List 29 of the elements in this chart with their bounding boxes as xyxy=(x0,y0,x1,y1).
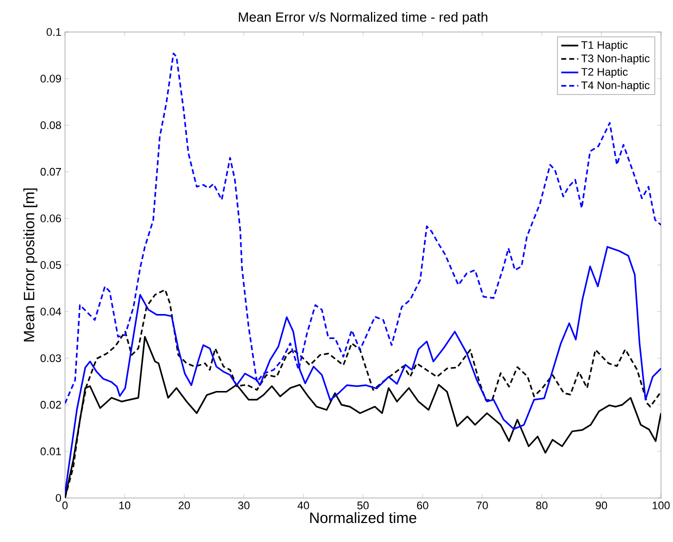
x-axis-title: Normalized time xyxy=(310,512,416,524)
x-tick-label: 30 xyxy=(238,502,250,510)
y-axis-title: Mean Error position [m] xyxy=(23,188,38,342)
y-tick-label: 0.03 xyxy=(40,354,61,362)
y-tick-label: 0.1 xyxy=(46,28,61,36)
y-tick-label: 0.09 xyxy=(40,74,61,82)
x-tick-label: 50 xyxy=(357,502,369,510)
y-tick-label: 0 xyxy=(56,494,62,502)
x-tick-label: 20 xyxy=(178,502,190,510)
y-tick-label: 0.05 xyxy=(40,261,62,269)
chart-title: Mean Error v/s Normalized time - red path xyxy=(238,12,488,24)
y-tick-label: 0.04 xyxy=(40,308,62,316)
y-tick-label: 0.02 xyxy=(40,400,61,409)
x-tick-label: 100 xyxy=(652,502,670,510)
legend-label: T3 Non-haptic xyxy=(581,54,650,64)
legend-label: T2 Haptic xyxy=(581,68,628,78)
y-tick-label: 0.08 xyxy=(40,121,61,130)
x-tick-label: 0 xyxy=(62,502,68,510)
legend-label: T4 Non-haptic xyxy=(581,81,650,92)
x-tick-label: 10 xyxy=(119,502,130,510)
x-tick-label: 40 xyxy=(298,502,310,510)
legend-label: T1 Haptic xyxy=(581,40,628,52)
x-tick-label: 70 xyxy=(476,502,488,510)
y-tick-label: 0.06 xyxy=(40,214,61,222)
y-tick-label: 0.01 xyxy=(40,448,61,456)
x-tick-label: 80 xyxy=(536,502,548,510)
y-tick-label: 0.07 xyxy=(40,168,61,176)
x-tick-label: 90 xyxy=(596,502,608,510)
x-tick-label: 60 xyxy=(417,502,428,510)
